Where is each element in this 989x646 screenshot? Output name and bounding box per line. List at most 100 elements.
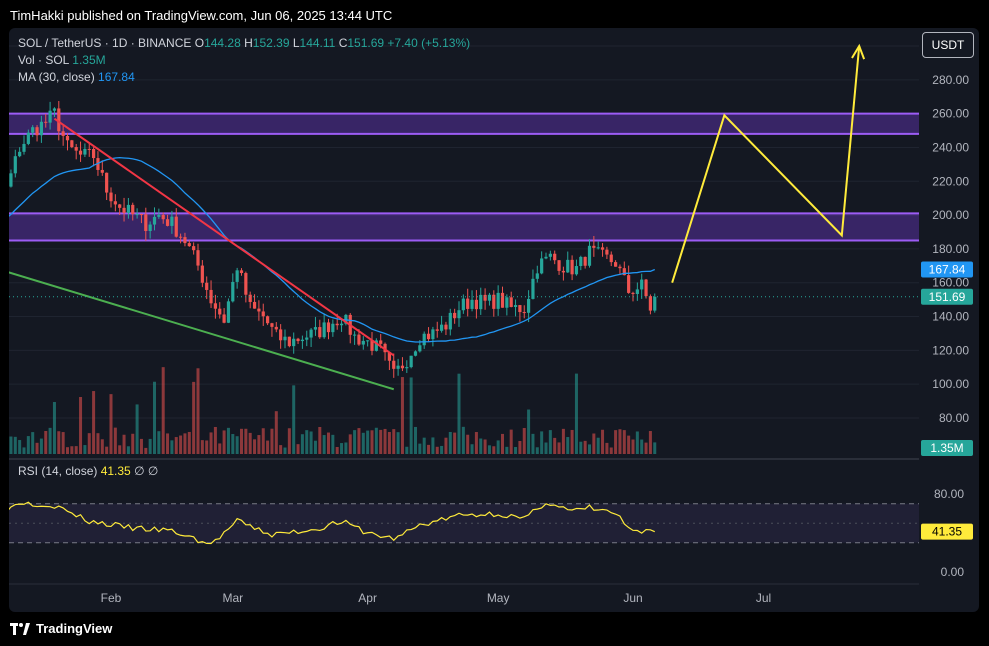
volume-label[interactable]: Vol · SOL xyxy=(18,53,69,67)
candle-body xyxy=(322,322,326,338)
candle-body xyxy=(609,254,613,263)
candle-body xyxy=(592,245,596,248)
volume-bar xyxy=(22,447,26,454)
volume-bar xyxy=(9,436,13,454)
volume-bar xyxy=(361,432,365,454)
volume-bar xyxy=(35,442,39,454)
volume-bar xyxy=(13,436,17,454)
footer-brand: TradingView xyxy=(36,621,113,636)
volume-bar xyxy=(283,447,287,454)
volume-bar xyxy=(614,430,618,454)
volume-bar xyxy=(235,436,239,454)
ma-label[interactable]: MA (30, close) xyxy=(18,70,95,84)
candle xyxy=(131,202,135,221)
candle xyxy=(161,212,165,224)
volume-bar xyxy=(261,428,265,454)
candle xyxy=(92,147,96,167)
candle-body xyxy=(418,345,422,352)
volume-bar xyxy=(370,430,374,454)
volume-bar xyxy=(622,430,626,454)
rsi-visibility-icons[interactable]: ∅ ∅ xyxy=(134,464,159,478)
candle-body xyxy=(239,270,244,274)
candle xyxy=(557,260,561,275)
candle xyxy=(392,353,396,378)
candle-body xyxy=(179,236,183,238)
volume-bar xyxy=(300,434,304,454)
volume-bar xyxy=(522,428,526,454)
candle-body xyxy=(152,216,157,225)
candle xyxy=(540,251,544,275)
candle-body xyxy=(618,266,622,269)
candle xyxy=(65,133,70,151)
candle-body xyxy=(622,268,626,276)
volume-bar xyxy=(122,434,126,454)
volume-bar xyxy=(548,430,552,454)
candle xyxy=(283,329,287,349)
candle-body xyxy=(213,303,217,309)
candle-body xyxy=(566,259,570,273)
candle xyxy=(274,322,278,333)
rsi-label[interactable]: RSI (14, close) xyxy=(18,464,98,478)
volume-bar xyxy=(331,434,335,454)
candle-body xyxy=(283,336,287,341)
candle-body xyxy=(435,329,439,331)
candle-body xyxy=(557,260,561,271)
candle-body xyxy=(640,279,644,290)
candle-body xyxy=(113,201,117,205)
candle xyxy=(87,143,91,157)
candle xyxy=(239,268,244,276)
candle-body xyxy=(531,278,535,299)
candle xyxy=(296,337,300,344)
candle-body xyxy=(296,338,300,342)
candle-body xyxy=(109,192,113,202)
volume-bar xyxy=(344,442,348,454)
volume-bar xyxy=(48,427,52,454)
currency-button[interactable]: USDT xyxy=(922,32,974,58)
candle-body xyxy=(26,132,30,144)
candle xyxy=(566,251,570,273)
candle xyxy=(78,141,83,162)
candle xyxy=(474,290,478,319)
price-chart[interactable]: 300.00280.00260.00240.00220.00200.00180.… xyxy=(9,28,979,612)
candle-body xyxy=(461,298,465,311)
volume-bar xyxy=(100,439,104,454)
candle xyxy=(492,290,496,317)
candle-body xyxy=(105,172,109,193)
chart-panel[interactable]: 300.00280.00260.00240.00220.00200.00180.… xyxy=(9,28,979,612)
volume-bar xyxy=(83,445,87,454)
volume-bar xyxy=(18,440,22,454)
candle xyxy=(596,241,600,250)
candle xyxy=(527,290,531,323)
volume-bar xyxy=(174,437,178,454)
candle-body xyxy=(18,151,22,157)
candle-body xyxy=(540,258,544,274)
ma-badge-bg xyxy=(921,261,973,278)
candle xyxy=(444,321,448,335)
price-tick-label: 260.00 xyxy=(932,107,969,121)
volume-bar xyxy=(457,373,461,454)
candle-body xyxy=(270,323,274,327)
candle xyxy=(200,260,204,288)
candle-body xyxy=(357,334,361,345)
volume-bar xyxy=(340,443,344,454)
candle-body xyxy=(644,279,648,297)
candle xyxy=(509,291,513,308)
time-tick-label: Mar xyxy=(222,591,243,605)
volume-bar xyxy=(357,428,361,454)
candle-body xyxy=(509,297,513,307)
symbol-label[interactable]: SOL / TetherUS · 1D · BINANCE xyxy=(18,36,192,50)
candle-body xyxy=(353,334,357,336)
volume-bar xyxy=(96,433,100,454)
volume-bar xyxy=(400,377,404,454)
projection-path xyxy=(671,45,861,284)
rsi-badge: 41.35 xyxy=(932,525,962,539)
candle xyxy=(627,265,631,294)
candle-body xyxy=(87,148,91,150)
volume-bar xyxy=(257,435,261,454)
candle xyxy=(313,316,318,336)
volume-bar xyxy=(348,434,352,454)
candle xyxy=(605,246,609,260)
candle-body xyxy=(118,204,122,208)
price-tick-label: 280.00 xyxy=(932,73,969,87)
candle-body xyxy=(35,127,39,136)
